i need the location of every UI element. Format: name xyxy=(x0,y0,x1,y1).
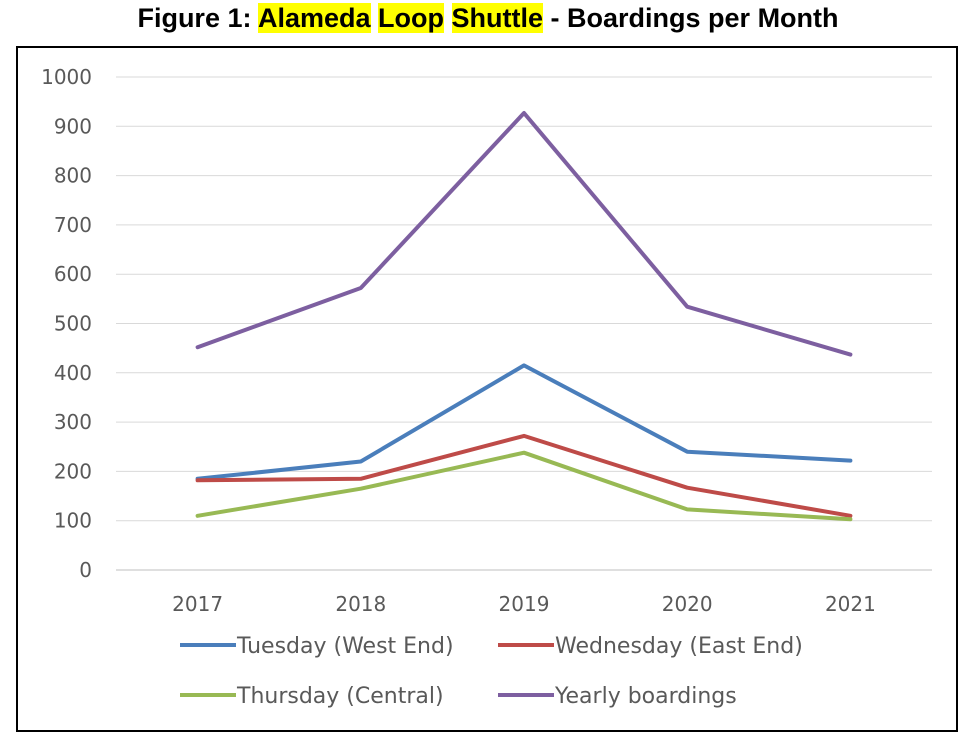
title-highlight-1: Alameda xyxy=(257,3,371,33)
chart-title: Figure 1: Alameda Loop Shuttle - Boardin… xyxy=(0,0,976,40)
series-line-3 xyxy=(195,450,853,522)
legend: Tuesday (West End) Wednesday (East End) Th… xyxy=(180,634,803,709)
x-tick-label: 2021 xyxy=(825,592,876,616)
title-highlight-2: Loop xyxy=(378,3,445,33)
y-tick-label: 800 xyxy=(54,164,92,188)
series-lines xyxy=(195,111,853,522)
gridlines xyxy=(116,76,932,571)
y-tick-label: 1000 xyxy=(41,65,92,89)
legend-label: Yearly boardings xyxy=(554,684,737,709)
y-tick-label: 900 xyxy=(54,114,92,138)
legend-label: Wednesday (East End) xyxy=(555,634,803,659)
y-axis-ticks: 0 100 200 300 400 500 600 700 800 900 1000 xyxy=(41,65,92,582)
y-tick-label: 200 xyxy=(54,459,92,483)
series-line-2 xyxy=(195,433,853,518)
y-tick-label: 100 xyxy=(54,509,92,533)
y-tick-label: 700 xyxy=(54,213,92,237)
series-line-1 xyxy=(195,363,853,481)
y-tick-label: 0 xyxy=(79,558,92,582)
y-tick-label: 600 xyxy=(54,262,92,286)
series-line-4 xyxy=(195,111,853,357)
y-tick-label: 500 xyxy=(54,312,92,336)
legend-label: Tuesday (West End) xyxy=(236,634,454,659)
y-tick-label: 300 xyxy=(54,410,92,434)
x-tick-label: 2018 xyxy=(335,592,386,616)
x-tick-label: 2017 xyxy=(172,592,223,616)
y-tick-label: 400 xyxy=(54,361,92,385)
legend-label: Thursday (Central) xyxy=(236,684,444,709)
title-prefix: Figure 1: xyxy=(137,3,258,33)
x-tick-label: 2019 xyxy=(499,592,550,616)
title-highlight-3: Shuttle xyxy=(451,3,544,33)
title-suffix: - Boardings per Month xyxy=(543,3,839,33)
x-tick-label: 2020 xyxy=(662,592,713,616)
x-axis-ticks: 2017 2018 2019 2020 2021 xyxy=(172,592,876,616)
